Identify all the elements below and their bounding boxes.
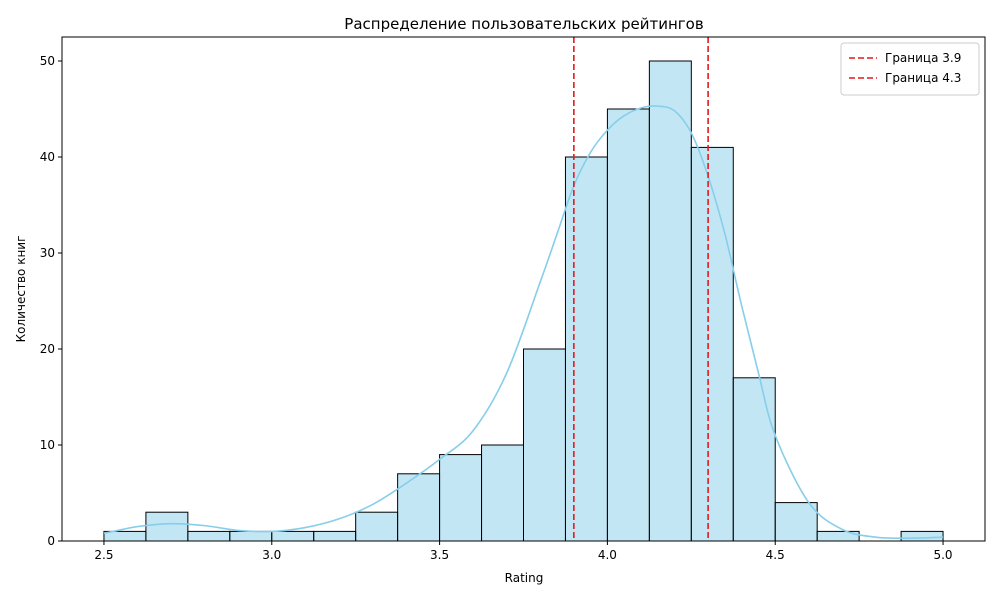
x-tick-label: 4.5 — [766, 548, 785, 562]
legend-label: Граница 3.9 — [885, 51, 961, 65]
histogram-bar — [271, 530, 315, 542]
histogram-bar — [774, 502, 818, 542]
y-tick-label: 40 — [40, 150, 55, 164]
y-tick-label: 20 — [40, 342, 55, 356]
y-tick-label: 50 — [40, 54, 55, 68]
x-tick-label: 3.0 — [262, 548, 281, 562]
legend-label: Граница 4.3 — [885, 71, 961, 85]
histogram-bar — [145, 511, 189, 542]
y-tick-label: 10 — [40, 438, 55, 452]
y-tick-label: 0 — [47, 534, 55, 548]
histogram-bar — [523, 348, 566, 542]
legend: Граница 3.9 Граница 4.3 — [840, 42, 980, 96]
histogram-bar — [439, 454, 483, 542]
histogram-bar — [648, 60, 692, 542]
y-tick-label: 30 — [40, 246, 55, 260]
axes-frame — [61, 36, 986, 542]
histogram-bar — [187, 530, 231, 542]
histogram-bar — [900, 530, 944, 542]
x-tick-label: 5.0 — [933, 548, 952, 562]
chart-title: Распределение пользовательских рейтингов — [344, 15, 703, 33]
histogram-bar — [103, 530, 147, 542]
histogram-bar — [564, 156, 608, 542]
x-tick-label: 4.0 — [598, 548, 617, 562]
histogram-bar — [313, 530, 357, 542]
histogram-bar — [690, 146, 734, 542]
x-tick-label: 2.5 — [94, 548, 113, 562]
plot-area: 2.5 3.0 3.5 4.0 4.5 5.0 0 10 20 30 40 50 — [40, 36, 986, 562]
histogram-bar — [481, 444, 524, 542]
x-axis-label: Rating — [505, 571, 544, 585]
histogram-bar — [355, 511, 399, 542]
histogram-bar — [606, 108, 650, 542]
histogram-bar — [229, 530, 273, 542]
kde-curve — [103, 105, 944, 539]
histogram-bar — [732, 377, 776, 542]
legend-box — [840, 42, 980, 96]
x-tick-label: 3.5 — [430, 548, 449, 562]
y-axis-label: Количество книг — [14, 236, 28, 343]
